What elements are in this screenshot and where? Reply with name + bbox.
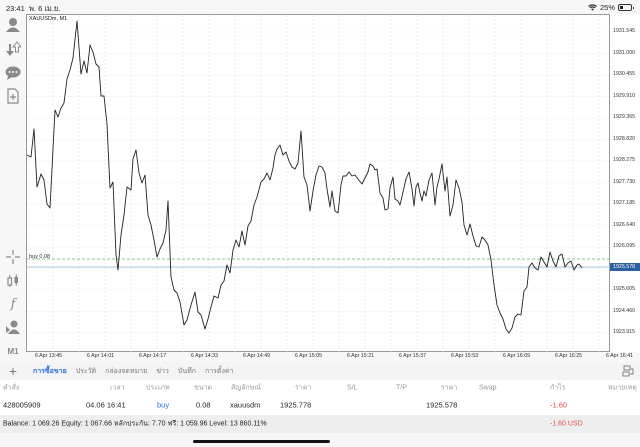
- price-tick: 1927.185: [613, 200, 636, 206]
- time-tick: 6 Apr 15:37: [399, 353, 427, 359]
- table-row[interactable]: 428005909 04.06 16:41 buy 0.08 xauusdm 1…: [0, 395, 640, 415]
- table-header: คำสั่ง เวลา ประเภท ขนาด สัญลักษณ์ ราคา S…: [0, 380, 640, 395]
- tab-trade[interactable]: การซื้อขาย: [33, 367, 67, 375]
- time-tick: 6 Apr 16:41: [606, 353, 634, 359]
- current-price-tag: 1925.578: [610, 263, 640, 271]
- price-tick: 1928.275: [613, 157, 636, 163]
- time-tick: 6 Apr 16:09: [503, 353, 531, 359]
- battery-percent: 25%: [599, 3, 615, 12]
- price-chart[interactable]: XAUUSDm, M1 buy 0.08: [26, 14, 611, 353]
- home-indicator[interactable]: [193, 440, 330, 443]
- price-tick: 1923.915: [613, 329, 636, 335]
- buy-order-label: buy 0.08: [29, 254, 51, 260]
- tab-settings[interactable]: การตั้งค่า: [204, 367, 234, 375]
- chart-toolbar: f M1: [0, 14, 26, 359]
- order-profit: -1.60: [550, 400, 568, 410]
- order-id: 428005909: [3, 400, 41, 410]
- chat-icon[interactable]: [4, 64, 22, 82]
- tab-history[interactable]: ประวัติ: [75, 367, 97, 375]
- header-type[interactable]: ประเภท: [146, 384, 170, 391]
- order-time: 04.06 16:41: [86, 400, 126, 410]
- header-current-price[interactable]: ราคา: [441, 384, 458, 391]
- indicators-icon[interactable]: f: [10, 296, 16, 312]
- header-order[interactable]: คำสั่ง: [3, 384, 20, 391]
- grid-lines: [27, 15, 611, 353]
- price-tick: 1929.365: [613, 114, 636, 120]
- header-time[interactable]: เวลา: [110, 384, 125, 391]
- balance-summary: Balance: 1 069.26 Equity: 1 067.66 หลักป…: [3, 420, 267, 428]
- battery-icon: [618, 4, 634, 11]
- header-size[interactable]: ขนาด: [194, 384, 213, 391]
- price-tick: 1931.545: [613, 28, 636, 34]
- header-comment[interactable]: หมายเหตุ: [608, 384, 637, 391]
- objects-icon[interactable]: [4, 318, 22, 336]
- price-tick: 1929.910: [613, 92, 636, 99]
- status-right: 25%: [588, 3, 634, 12]
- header-profit[interactable]: กำไร: [550, 384, 566, 391]
- price-tick: 1925.005: [613, 286, 636, 292]
- order-current-price: 1925.578: [426, 400, 458, 410]
- header-price[interactable]: ราคา: [295, 384, 312, 391]
- chart-canvas: [27, 15, 611, 353]
- header-tp[interactable]: T/P: [396, 384, 407, 391]
- price-tick: 1926.640: [613, 221, 636, 228]
- time-tick: 6 Apr 14:17: [139, 353, 167, 359]
- tab-news[interactable]: ข่าว: [156, 367, 169, 375]
- crosshair-icon[interactable]: [4, 248, 22, 266]
- total-profit: -1.60 USD: [550, 420, 583, 428]
- layout-toggle-icon[interactable]: [622, 365, 634, 377]
- toolbox-tabs: + การซื้อขาย ประวัติ กล่องจดหมาย ข่าว บั…: [0, 362, 640, 380]
- order-type: buy: [157, 400, 170, 410]
- account-icon[interactable]: [4, 16, 22, 34]
- status-bar: 23:41 พ. 6 เม.ย. 25%: [0, 0, 640, 14]
- time-tick: 6 Apr 13:45: [35, 353, 63, 359]
- order-symbol: xauusdm: [230, 400, 261, 410]
- order-size: 0.08: [196, 400, 211, 410]
- price-tick: 1927.730: [613, 178, 636, 185]
- time-tick: 6 Apr 15:05: [295, 353, 323, 359]
- price-tick: 1924.460: [613, 307, 636, 314]
- order-open-price: 1925.778: [280, 400, 312, 410]
- tab-journal[interactable]: บันทึก: [177, 367, 196, 375]
- time-tick: 6 Apr 14:01: [87, 353, 115, 359]
- new-order-icon[interactable]: [4, 87, 22, 105]
- header-swap[interactable]: Swap: [479, 384, 497, 391]
- header-symbol[interactable]: สัญลักษณ์: [231, 384, 261, 391]
- price-tick: 1926.095: [613, 243, 636, 249]
- price-line: [27, 20, 583, 334]
- time-tick: 6 Apr 15:21: [347, 353, 375, 359]
- time-tick: 6 Apr 15:53: [451, 353, 479, 359]
- price-tick: 1930.455: [613, 71, 636, 77]
- plus-icon[interactable]: +: [8, 363, 18, 379]
- wifi-icon: [588, 4, 597, 11]
- tab-mailbox[interactable]: กล่องจดหมาย: [105, 367, 148, 375]
- account-summary: Balance: 1 069.26 Equity: 1 067.66 หลักป…: [0, 415, 640, 433]
- status-time: 23:41 พ. 6 เม.ย.: [6, 4, 61, 13]
- price-axis[interactable]: 1931.545 1931.000 1930.455 1929.910 1929…: [610, 14, 640, 352]
- time-tick: 6 Apr 14:33: [191, 353, 219, 359]
- time-axis: 6 Apr 13:45 6 Apr 14:01 6 Apr 14:17 6 Ap…: [26, 352, 640, 362]
- chart-symbol-label: XAUUSDm, M1: [29, 16, 68, 22]
- trade-table: คำสั่ง เวลา ประเภท ขนาด สัญลักษณ์ ราคา S…: [0, 380, 640, 433]
- time-tick: 6 Apr 16:25: [555, 353, 583, 359]
- price-tick: 1931.000: [613, 49, 636, 56]
- price-tick: 1928.820: [613, 135, 636, 142]
- trade-arrows-icon[interactable]: [4, 40, 22, 58]
- timeframe-button[interactable]: M1: [7, 346, 19, 356]
- chart-type-icon[interactable]: [4, 272, 22, 290]
- time-tick: 6 Apr 14:49: [243, 353, 271, 359]
- header-sl[interactable]: S/L: [347, 384, 358, 391]
